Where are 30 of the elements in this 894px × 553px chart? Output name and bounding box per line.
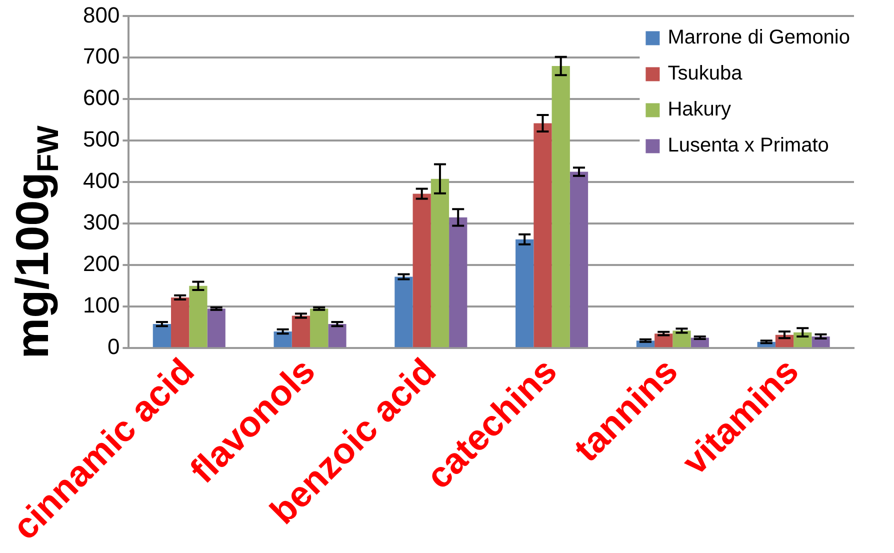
bar: [310, 308, 328, 348]
bar: [552, 66, 570, 348]
legend-label: Marrone di Gemonio: [668, 26, 850, 49]
y-axis-title: mg/100gFW: [6, 124, 65, 359]
bar: [534, 123, 552, 348]
bar: [328, 324, 346, 348]
legend-label: Tsukuba: [668, 62, 744, 85]
y-tick-label: 0: [107, 334, 120, 360]
y-tick-label: 200: [82, 251, 120, 276]
bar: [189, 286, 208, 348]
bar: [292, 316, 310, 348]
bar: [430, 178, 450, 348]
y-tick-label: 100: [82, 292, 120, 318]
y-tick-label: 500: [82, 126, 120, 152]
bar: [570, 172, 588, 348]
bar: [412, 194, 431, 348]
legend-label: Hakury: [668, 98, 732, 121]
y-tick-label: 800: [82, 2, 120, 28]
y-tick-label: 300: [82, 210, 120, 235]
y-tick-label: 400: [82, 168, 120, 194]
y-tick-label: 700: [82, 44, 120, 69]
legend-label: Lusenta x Primato: [668, 134, 829, 157]
bar: [449, 217, 468, 348]
bar: [516, 239, 534, 348]
bar: [394, 276, 413, 348]
bar: [207, 308, 226, 348]
bar: [152, 324, 172, 348]
bar: [672, 330, 691, 348]
y-tick-label: 600: [82, 85, 120, 110]
bar: [171, 297, 190, 348]
